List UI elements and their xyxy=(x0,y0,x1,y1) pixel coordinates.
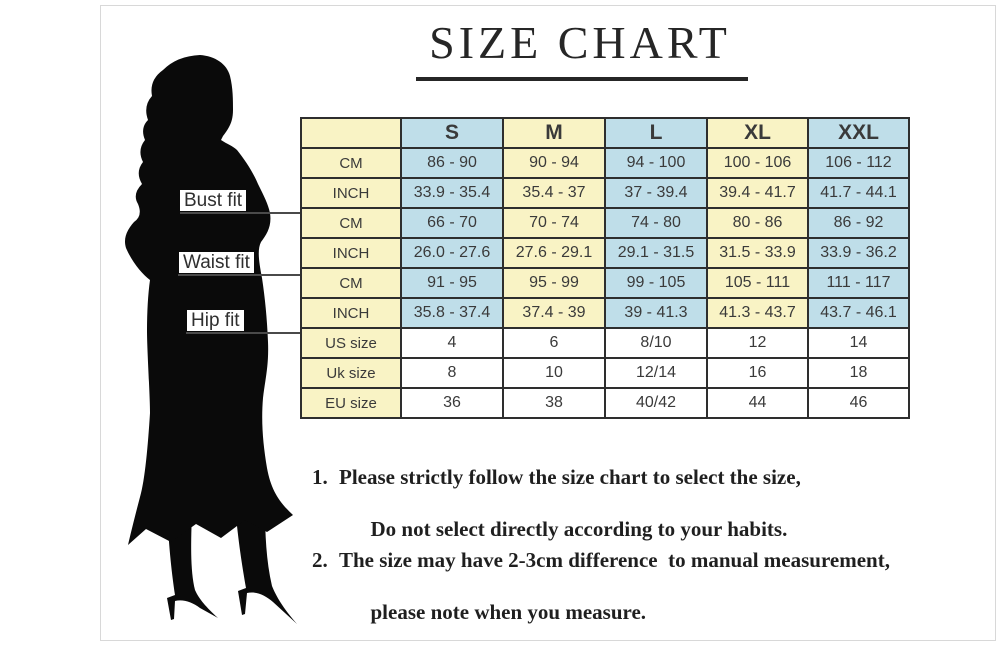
cell: 33.9 - 36.2 xyxy=(807,237,910,269)
note-1-text: Please strictly follow the size chart to… xyxy=(339,464,801,542)
cell: 41.7 - 44.1 xyxy=(807,177,910,209)
cell: 31.5 - 33.9 xyxy=(706,237,809,269)
cell: 66 - 70 xyxy=(400,207,504,239)
cell: 12/14 xyxy=(604,357,708,389)
cell: 100 - 106 xyxy=(706,147,809,179)
cell: 106 - 112 xyxy=(807,147,910,179)
cell: 99 - 105 xyxy=(604,267,708,299)
silhouette-body xyxy=(124,55,294,545)
cell: 39.4 - 41.7 xyxy=(706,177,809,209)
cell: 37 - 39.4 xyxy=(604,177,708,209)
row-label: INCH xyxy=(300,297,402,329)
silhouette-left-leg-heel xyxy=(167,510,218,620)
cell: 12 xyxy=(706,327,809,359)
header-size-xl: XL xyxy=(706,117,809,149)
note-2-line-1: The size may have 2-3cm difference to ma… xyxy=(339,548,890,572)
cell: 18 xyxy=(807,357,910,389)
cell: 86 - 92 xyxy=(807,207,910,239)
row-label: EU size xyxy=(300,387,402,419)
cell: 4 xyxy=(400,327,504,359)
cell: 6 xyxy=(502,327,606,359)
note-1-number: 1. xyxy=(312,465,328,489)
cell: 46 xyxy=(807,387,910,419)
cell: 39 - 41.3 xyxy=(604,297,708,329)
cell: 90 - 94 xyxy=(502,147,606,179)
size-table-header-row: S M L XL XXL xyxy=(300,117,910,149)
waist-fit-line xyxy=(178,274,300,276)
cell: 35.4 - 37 xyxy=(502,177,606,209)
table-row-hip-cm: CM 91 - 95 95 - 99 99 - 105 105 - 111 11… xyxy=(300,267,910,299)
cell: 26.0 - 27.6 xyxy=(400,237,504,269)
table-row-bust-cm: CM 86 - 90 90 - 94 94 - 100 100 - 106 10… xyxy=(300,147,910,179)
bust-fit-label: Bust fit xyxy=(180,190,247,211)
silhouette-right-leg-heel xyxy=(235,505,297,624)
row-label: CM xyxy=(300,207,402,239)
cell: 111 - 117 xyxy=(807,267,910,299)
cell: 86 - 90 xyxy=(400,147,504,179)
hip-fit-line xyxy=(186,332,300,334)
row-label: US size xyxy=(300,327,402,359)
table-row-waist-cm: CM 66 - 70 70 - 74 74 - 80 80 - 86 86 - … xyxy=(300,207,910,239)
hip-fit-label: Hip fit xyxy=(187,310,244,331)
header-size-l: L xyxy=(604,117,708,149)
header-size-m: M xyxy=(502,117,606,149)
note-2: 2. The size may have 2-3cm difference to… xyxy=(312,547,992,625)
cell: 36 xyxy=(400,387,504,419)
cell: 33.9 - 35.4 xyxy=(400,177,504,209)
header-size-xxl: XXL xyxy=(807,117,910,149)
header-empty-cell xyxy=(300,117,402,149)
row-label: CM xyxy=(300,147,402,179)
cell: 70 - 74 xyxy=(502,207,606,239)
cell: 91 - 95 xyxy=(400,267,504,299)
row-label: CM xyxy=(300,267,402,299)
header-size-s: S xyxy=(400,117,504,149)
cell: 95 - 99 xyxy=(502,267,606,299)
size-table: S M L XL XXL CM 86 - 90 90 - 94 94 - 100… xyxy=(300,117,910,419)
cell: 8 xyxy=(400,357,504,389)
page-title: SIZE CHART xyxy=(429,17,731,68)
table-row-hip-inch: INCH 35.8 - 37.4 37.4 - 39 39 - 41.3 41.… xyxy=(300,297,910,329)
cell: 74 - 80 xyxy=(604,207,708,239)
waist-fit-label: Waist fit xyxy=(179,252,254,273)
cell: 80 - 86 xyxy=(706,207,809,239)
woman-silhouette-image xyxy=(124,55,297,624)
cell: 14 xyxy=(807,327,910,359)
table-row-us-size: US size 4 6 8/10 12 14 xyxy=(300,327,910,359)
note-2-text: The size may have 2-3cm difference to ma… xyxy=(339,547,890,625)
cell: 94 - 100 xyxy=(604,147,708,179)
cell: 8/10 xyxy=(604,327,708,359)
note-1: 1. Please strictly follow the size chart… xyxy=(312,464,972,542)
cell: 27.6 - 29.1 xyxy=(502,237,606,269)
note-1-line-2: Do not select directly according to your… xyxy=(370,517,788,541)
note-2-number: 2. xyxy=(312,548,328,572)
title-underline xyxy=(416,77,748,81)
cell: 38 xyxy=(502,387,606,419)
table-row-eu-size: EU size 36 38 40/42 44 46 xyxy=(300,387,910,419)
bust-fit-line xyxy=(180,212,300,214)
cell: 43.7 - 46.1 xyxy=(807,297,910,329)
note-2-line-2: please note when you measure. xyxy=(370,600,647,624)
cell: 40/42 xyxy=(604,387,708,419)
cell: 35.8 - 37.4 xyxy=(400,297,504,329)
cell: 29.1 - 31.5 xyxy=(604,237,708,269)
cell: 44 xyxy=(706,387,809,419)
page-border-frame xyxy=(100,5,996,641)
table-row-bust-inch: INCH 33.9 - 35.4 35.4 - 37 37 - 39.4 39.… xyxy=(300,177,910,209)
row-label: INCH xyxy=(300,237,402,269)
row-label: INCH xyxy=(300,177,402,209)
cell: 37.4 - 39 xyxy=(502,297,606,329)
table-row-waist-inch: INCH 26.0 - 27.6 27.6 - 29.1 29.1 - 31.5… xyxy=(300,237,910,269)
note-1-line-1: Please strictly follow the size chart to… xyxy=(339,465,801,489)
cell: 41.3 - 43.7 xyxy=(706,297,809,329)
cell: 10 xyxy=(502,357,606,389)
table-row-uk-size: Uk size 8 10 12/14 16 18 xyxy=(300,357,910,389)
cell: 16 xyxy=(706,357,809,389)
row-label: Uk size xyxy=(300,357,402,389)
cell: 105 - 111 xyxy=(706,267,809,299)
